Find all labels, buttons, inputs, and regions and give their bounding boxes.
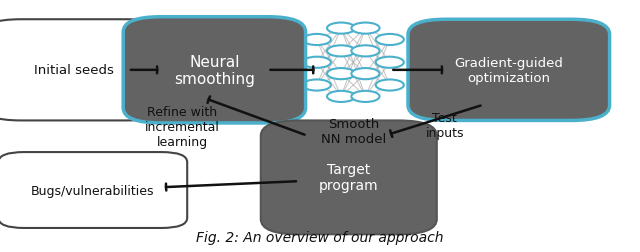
FancyBboxPatch shape xyxy=(0,20,165,121)
Circle shape xyxy=(303,80,331,91)
Circle shape xyxy=(351,46,380,57)
FancyBboxPatch shape xyxy=(0,152,187,228)
Text: Neural
smoothing: Neural smoothing xyxy=(174,54,255,87)
FancyBboxPatch shape xyxy=(408,20,609,121)
Text: Fig. 2: An overview of our approach: Fig. 2: An overview of our approach xyxy=(196,231,444,244)
Circle shape xyxy=(327,46,355,57)
Circle shape xyxy=(327,91,355,103)
Circle shape xyxy=(376,80,404,91)
Text: Refine with
incremental
learning: Refine with incremental learning xyxy=(145,106,220,149)
Text: Smooth
NN model: Smooth NN model xyxy=(321,117,386,145)
Text: Gradient-guided
optimization: Gradient-guided optimization xyxy=(454,57,563,84)
Circle shape xyxy=(351,91,380,103)
FancyBboxPatch shape xyxy=(261,121,437,234)
Circle shape xyxy=(351,23,380,35)
Circle shape xyxy=(327,23,355,35)
Circle shape xyxy=(376,35,404,46)
Text: Bugs/vulnerabilities: Bugs/vulnerabilities xyxy=(31,184,154,197)
Circle shape xyxy=(303,35,331,46)
Circle shape xyxy=(327,69,355,80)
Circle shape xyxy=(376,57,404,69)
Circle shape xyxy=(303,57,331,69)
Circle shape xyxy=(351,69,380,80)
FancyBboxPatch shape xyxy=(123,18,306,123)
Text: Target
program: Target program xyxy=(319,163,379,193)
Text: Initial seeds: Initial seeds xyxy=(34,64,113,77)
Text: Test
inputs: Test inputs xyxy=(426,112,464,140)
